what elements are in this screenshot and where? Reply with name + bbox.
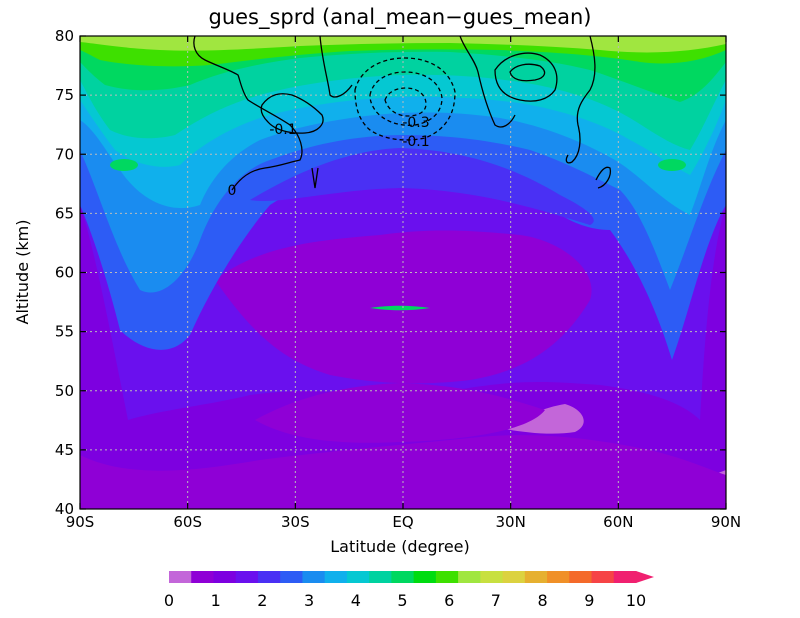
contour-lines bbox=[193, 36, 612, 191]
colorbar-label-9: 9 bbox=[584, 591, 594, 610]
colorbar-swatch-17 bbox=[547, 571, 570, 583]
field-core-violet-low bbox=[255, 383, 545, 443]
contour-neg01-left bbox=[260, 93, 324, 134]
field-patch-pale bbox=[500, 404, 584, 434]
colorbar-swatch-19 bbox=[591, 571, 615, 583]
y-tick-label-3: 55 bbox=[55, 323, 74, 341]
field-spot-left bbox=[110, 159, 138, 171]
y-tick-label-0: 40 bbox=[55, 500, 74, 518]
contour-label-1: 0 bbox=[228, 183, 237, 199]
colorbar-swatch-7 bbox=[324, 571, 348, 583]
colorbar-label-4: 4 bbox=[351, 591, 361, 610]
field-band-top bbox=[80, 36, 726, 53]
colorbar-swatch-12 bbox=[435, 571, 459, 583]
y-tick-label-2: 50 bbox=[55, 382, 74, 400]
colorbar-swatch-11 bbox=[413, 571, 437, 583]
contour-zero-right-c bbox=[595, 166, 612, 189]
axes: 90S 60S 30S EQ 30N 60N 90N 40 45 50 55 60 65 70 75 80 bbox=[55, 27, 741, 531]
y-tick-label-5: 65 bbox=[55, 204, 74, 222]
y-tick-label-8: 80 bbox=[55, 27, 74, 45]
contour-zero-left bbox=[193, 36, 303, 191]
x-tick-label-3: EQ bbox=[392, 513, 413, 531]
contour-spike bbox=[311, 167, 319, 189]
field-sliver bbox=[370, 305, 430, 311]
contour-zero-right-b bbox=[565, 36, 596, 164]
colorbar-label-1: 1 bbox=[211, 591, 221, 610]
y-tick-label-6: 70 bbox=[55, 145, 74, 163]
x-axis-label: Latitude (degree) bbox=[330, 537, 470, 556]
y-tick-label-4: 60 bbox=[55, 264, 74, 282]
contour-label-0: -0.1 bbox=[269, 122, 296, 138]
colorbar-swatch-15 bbox=[502, 571, 526, 583]
colorbar-label-3: 3 bbox=[304, 591, 314, 610]
colorbar-swatch-20 bbox=[613, 571, 637, 583]
colorbar-label-5: 5 bbox=[397, 591, 407, 610]
colorbar-label-10: 10 bbox=[626, 591, 646, 610]
contour-zero-right-a bbox=[459, 36, 516, 128]
y-tick-label-7: 75 bbox=[55, 86, 74, 104]
colorbar-swatch-3 bbox=[235, 571, 259, 583]
colorbar-swatch-16 bbox=[524, 571, 548, 583]
y-tick-label-1: 45 bbox=[55, 441, 74, 459]
x-tick-label-5: 60N bbox=[603, 513, 633, 531]
x-tick-label-6: 90N bbox=[711, 513, 741, 531]
colorbar-swatch-18 bbox=[569, 571, 593, 583]
colorbar-swatch-14 bbox=[480, 571, 504, 583]
filled-contour-field bbox=[80, 36, 726, 509]
x-tick-label-2: 30S bbox=[281, 513, 310, 531]
colorbar: 0 1 2 3 4 5 6 7 8 9 10 bbox=[164, 571, 654, 610]
colorbar-swatch-8 bbox=[346, 571, 370, 583]
colorbar-swatch-13 bbox=[458, 571, 481, 583]
field-spot-right bbox=[658, 159, 686, 171]
colorbar-label-6: 6 bbox=[444, 591, 454, 610]
contour-zero-upper bbox=[319, 36, 353, 98]
contour-neg-eq-inner bbox=[384, 87, 427, 117]
colorbar-swatch-10 bbox=[391, 571, 415, 583]
colorbar-swatch-4 bbox=[257, 571, 281, 583]
colorbar-label-7: 7 bbox=[491, 591, 501, 610]
colorbar-swatch-9 bbox=[369, 571, 392, 583]
colorbar-label-0: 0 bbox=[164, 591, 174, 610]
contour-neg01-right bbox=[494, 52, 558, 102]
chart-title: gues_sprd (anal_mean−gues_mean) bbox=[208, 5, 591, 30]
colorbar-swatch-2 bbox=[213, 571, 237, 583]
y-axis-label: Altitude (km) bbox=[13, 220, 32, 325]
x-tick-label-1: 60S bbox=[173, 513, 202, 531]
field-band-blue-dip bbox=[250, 148, 594, 225]
colorbar-label-8: 8 bbox=[538, 591, 548, 610]
colorbar-swatch-0 bbox=[169, 571, 192, 583]
x-tick-label-4: 30N bbox=[496, 513, 526, 531]
colorbar-swatch-1 bbox=[191, 571, 214, 583]
colorbar-swatch-5 bbox=[280, 571, 303, 583]
contour-label-3: -0.1 bbox=[402, 134, 429, 150]
x-tick-label-0: 90S bbox=[66, 513, 95, 531]
colorbar-overflow-arrow bbox=[636, 571, 654, 583]
colorbar-swatch-6 bbox=[302, 571, 326, 583]
contour-neg-right-inner bbox=[509, 63, 546, 82]
contour-label-2: -0.3 bbox=[402, 115, 429, 131]
contour-neg-eq-outer bbox=[354, 57, 456, 141]
grid bbox=[80, 36, 726, 509]
contour-neg-eq-mid bbox=[369, 71, 443, 126]
colorbar-label-2: 2 bbox=[257, 591, 267, 610]
